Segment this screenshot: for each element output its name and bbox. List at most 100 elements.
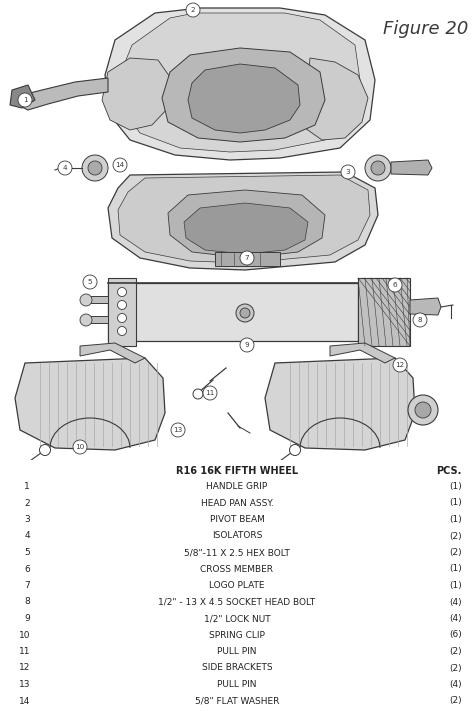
Bar <box>90 296 108 303</box>
Circle shape <box>388 278 402 292</box>
Circle shape <box>236 304 254 322</box>
Polygon shape <box>302 58 368 140</box>
Polygon shape <box>105 8 375 160</box>
Circle shape <box>240 308 250 318</box>
Polygon shape <box>108 172 378 270</box>
Circle shape <box>240 338 254 352</box>
Text: 11: 11 <box>205 390 215 396</box>
Polygon shape <box>80 343 145 363</box>
Circle shape <box>58 161 72 175</box>
Circle shape <box>203 386 217 400</box>
Circle shape <box>80 314 92 326</box>
Circle shape <box>83 275 97 289</box>
Text: 8: 8 <box>24 597 30 606</box>
Text: PULL PIN: PULL PIN <box>217 647 257 656</box>
Text: 5: 5 <box>88 279 92 285</box>
Text: 6: 6 <box>24 565 30 574</box>
Text: 10: 10 <box>18 631 30 639</box>
Text: (2): (2) <box>449 697 462 705</box>
Text: SIDE BRACKETS: SIDE BRACKETS <box>202 663 272 673</box>
Text: LOGO PLATE: LOGO PLATE <box>209 581 265 590</box>
Text: (2): (2) <box>449 663 462 673</box>
Polygon shape <box>15 358 165 450</box>
Circle shape <box>171 423 185 437</box>
Text: 12: 12 <box>395 362 405 368</box>
Text: (1): (1) <box>449 482 462 491</box>
Circle shape <box>118 326 127 336</box>
Polygon shape <box>120 13 360 152</box>
Text: ISOLATORS: ISOLATORS <box>212 532 262 540</box>
Circle shape <box>39 444 51 456</box>
Circle shape <box>393 358 407 372</box>
Text: 11: 11 <box>18 647 30 656</box>
Circle shape <box>415 402 431 418</box>
Text: HANDLE GRIP: HANDLE GRIP <box>206 482 268 491</box>
Bar <box>358 278 410 346</box>
Polygon shape <box>118 175 370 263</box>
Text: 9: 9 <box>24 614 30 623</box>
Text: PULL PIN: PULL PIN <box>217 680 257 689</box>
Circle shape <box>413 313 427 327</box>
Polygon shape <box>265 358 415 450</box>
Text: (1): (1) <box>449 498 462 508</box>
Polygon shape <box>410 298 441 315</box>
Text: 3: 3 <box>346 169 350 175</box>
Bar <box>90 316 108 323</box>
Polygon shape <box>20 463 40 478</box>
Text: 10: 10 <box>75 444 85 450</box>
Text: (1): (1) <box>449 581 462 590</box>
Text: 2: 2 <box>191 7 195 13</box>
Circle shape <box>186 3 200 17</box>
Text: SPRING CLIP: SPRING CLIP <box>209 631 265 639</box>
Text: 1/2" - 13 X 4.5 SOCKET HEAD BOLT: 1/2" - 13 X 4.5 SOCKET HEAD BOLT <box>158 597 316 606</box>
Bar <box>108 283 358 341</box>
Polygon shape <box>10 85 35 108</box>
Bar <box>215 252 280 266</box>
Text: (1): (1) <box>449 515 462 524</box>
Text: Figure 20: Figure 20 <box>383 20 468 38</box>
Circle shape <box>118 287 127 296</box>
Circle shape <box>193 389 203 399</box>
Text: PCS.: PCS. <box>437 466 462 476</box>
Text: 4: 4 <box>24 532 30 540</box>
Text: HEAD PAN ASSY.: HEAD PAN ASSY. <box>201 498 273 508</box>
Circle shape <box>73 440 87 454</box>
Text: 1: 1 <box>23 97 27 103</box>
Text: 1: 1 <box>24 482 30 491</box>
Text: 4: 4 <box>63 165 67 171</box>
Circle shape <box>371 161 385 175</box>
Polygon shape <box>168 190 325 258</box>
Circle shape <box>290 444 301 456</box>
Text: 5/8"-11 X 2.5 HEX BOLT: 5/8"-11 X 2.5 HEX BOLT <box>184 548 290 557</box>
Text: (2): (2) <box>449 532 462 540</box>
Circle shape <box>118 314 127 323</box>
Text: 5/8" FLAT WASHER: 5/8" FLAT WASHER <box>195 697 279 705</box>
Text: (2): (2) <box>449 647 462 656</box>
Text: 14: 14 <box>115 162 125 168</box>
Text: 6: 6 <box>392 282 397 288</box>
Polygon shape <box>330 343 395 363</box>
Polygon shape <box>162 48 325 142</box>
Text: 1/2" LOCK NUT: 1/2" LOCK NUT <box>204 614 270 623</box>
Text: (1): (1) <box>449 565 462 574</box>
Polygon shape <box>391 160 432 175</box>
Text: 9: 9 <box>245 342 249 348</box>
Circle shape <box>365 155 391 181</box>
Text: CROSS MEMBER: CROSS MEMBER <box>201 565 273 574</box>
Circle shape <box>113 158 127 172</box>
Text: 7: 7 <box>245 255 249 261</box>
Polygon shape <box>184 203 308 254</box>
Circle shape <box>80 294 92 306</box>
Polygon shape <box>188 64 300 133</box>
Text: 12: 12 <box>18 663 30 673</box>
Text: 14: 14 <box>18 697 30 705</box>
Text: (4): (4) <box>449 614 462 623</box>
Bar <box>108 278 136 346</box>
Polygon shape <box>18 78 108 110</box>
Text: 3: 3 <box>24 515 30 524</box>
Text: R16 16K FIFTH WHEEL: R16 16K FIFTH WHEEL <box>176 466 298 476</box>
Circle shape <box>240 251 254 265</box>
Circle shape <box>88 161 102 175</box>
Circle shape <box>18 93 32 107</box>
Text: (6): (6) <box>449 631 462 639</box>
